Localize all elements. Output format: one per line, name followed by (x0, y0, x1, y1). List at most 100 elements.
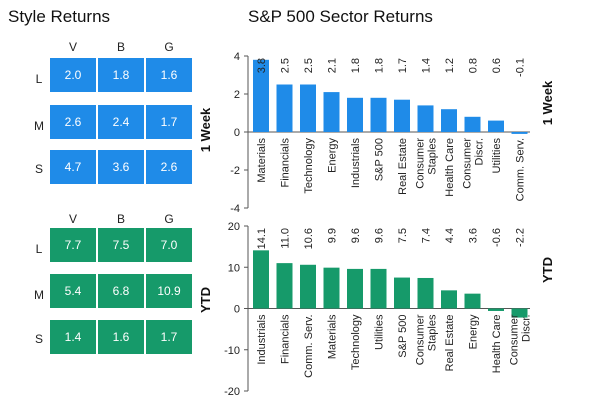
bar-value-label: -0.6 (491, 228, 503, 247)
sector-bar (276, 263, 293, 309)
category-label: Utilities (374, 314, 386, 350)
bar-value-label: 0.6 (491, 58, 503, 73)
y-tick-label: 4 (234, 51, 240, 63)
style-cell-mid-growth: 1.7 (146, 105, 192, 139)
y-tick-label: -20 (224, 386, 240, 398)
category-label: Consumer (415, 138, 427, 189)
grid-col-header: G (164, 212, 174, 226)
sector-bar (511, 308, 528, 318)
category-label: S&P 500 (397, 315, 409, 358)
category-label: Health Care (444, 138, 456, 197)
bar-value-label: -0.1 (515, 58, 527, 77)
period-label-right: YTD (540, 257, 555, 283)
category-label: Energy (327, 138, 339, 173)
bar-value-label: 3.8 (256, 58, 268, 73)
sector-bar (417, 277, 434, 309)
sector-bar (441, 109, 457, 132)
sector-bar (417, 105, 434, 132)
style-cell-small-blend: 1.6 (98, 320, 144, 354)
category-label: Financials (280, 314, 292, 364)
bar-value-label: 1.8 (374, 58, 386, 73)
category-label: S&P 500 (374, 138, 386, 181)
bar-value-label: 0.8 (468, 58, 480, 73)
category-label: Health Care (491, 315, 503, 374)
sector-bar (347, 268, 363, 309)
style-returns-title: Style Returns (8, 7, 111, 26)
bar-value-label: 7.5 (397, 228, 409, 243)
sector-bar (323, 267, 340, 309)
grid-row-header: M (34, 288, 44, 302)
bar-value-label: 4.4 (444, 228, 456, 243)
category-label: Staples (427, 138, 439, 175)
y-tick-label: -2 (230, 165, 240, 177)
category-label: Real Estate (444, 315, 456, 372)
style-cell-small-growth: 2.6 (146, 150, 192, 184)
category-label: Industrials (256, 314, 268, 365)
sector-bar (441, 290, 457, 309)
sector-bar (511, 132, 528, 134)
bar-value-label: 9.6 (374, 228, 386, 243)
style-cell-large-growth: 7.0 (146, 228, 192, 262)
grid-col-header: G (164, 40, 174, 54)
grid-col-header: B (116, 212, 125, 226)
category-label: Real Estate (397, 138, 409, 195)
style-cell-small-blend: 3.6 (98, 150, 144, 184)
grid-col-header: V (68, 40, 77, 54)
bar-value-label: 7.4 (421, 228, 433, 243)
y-tick-label: 10 (228, 262, 240, 274)
sector-bar (394, 277, 410, 309)
category-label: Consumer (415, 314, 427, 365)
category-label: Materials (327, 314, 339, 359)
y-tick-label: -4 (230, 203, 240, 215)
sector-returns-title: S&P 500 Sector Returns (248, 7, 433, 26)
grid-row-header: S (34, 332, 43, 346)
style-cell-mid-blend: 2.4 (98, 105, 144, 139)
category-label: Discr. (474, 138, 486, 166)
style-cell-mid-value: 2.6 (50, 105, 96, 139)
sector-bar (394, 99, 410, 132)
category-label: Discr. (521, 315, 533, 343)
style-cell-large-blend: 7.5 (98, 228, 144, 262)
period-label-left: 1 Week (198, 107, 213, 152)
category-label: Comm. Serv. (303, 315, 315, 378)
sector-bar (276, 84, 293, 132)
sector-bar (347, 97, 363, 132)
style-cell-large-value: 2.0 (50, 58, 96, 92)
grid-row-header: L (35, 72, 43, 86)
sector-bar (300, 84, 316, 132)
style-cell-mid-value: 5.4 (50, 274, 96, 308)
grid-row-header: M (34, 119, 44, 133)
style-cell-small-value: 4.7 (50, 150, 96, 184)
sector-bar (253, 250, 269, 309)
sector-bar (370, 97, 387, 132)
sector-bar (464, 293, 481, 309)
period-label-right: 1 Week (540, 80, 555, 125)
y-tick-label: 2 (234, 89, 240, 101)
category-label: Consumer (509, 314, 521, 365)
sector-bar (323, 92, 340, 132)
bar-value-label: -2.2 (515, 228, 527, 247)
category-label: Materials (256, 138, 268, 183)
period-label-left: YTD (198, 287, 213, 313)
sector-bar (370, 268, 387, 309)
y-tick-label: 20 (228, 221, 240, 233)
sector-bar (488, 308, 504, 311)
sector-bar (253, 59, 269, 132)
bar-value-label: 9.6 (350, 228, 362, 243)
bar-value-label: 1.2 (444, 58, 456, 73)
bar-value-label: 2.1 (327, 58, 339, 73)
sector-bar (464, 116, 481, 132)
bar-value-label: 3.6 (468, 228, 480, 243)
sector-bar (488, 120, 504, 132)
style-cell-mid-growth: 10.9 (146, 274, 192, 308)
category-label: Comm. Serv. (515, 138, 527, 201)
style-cell-large-blend: 1.8 (98, 58, 144, 92)
category-label: Staples (427, 314, 439, 351)
bar-value-label: 2.5 (280, 58, 292, 73)
category-label: Technology (350, 314, 362, 370)
grid-col-header: B (116, 40, 125, 54)
bar-value-label: 10.6 (303, 228, 315, 249)
category-label: Financials (280, 138, 292, 188)
style-cell-small-value: 1.4 (50, 320, 96, 354)
